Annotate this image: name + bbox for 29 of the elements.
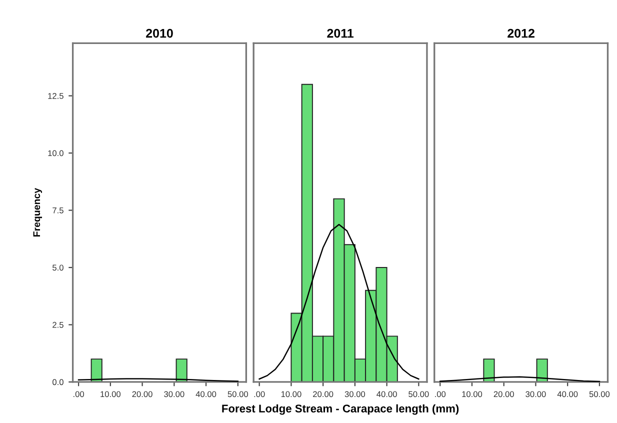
y-tick-label: 12.5 (48, 93, 64, 99)
x-tick-label: .00 (74, 391, 84, 398)
y-tick-label: 0.0 (52, 379, 64, 386)
x-tick-label: 50.00 (589, 391, 610, 398)
x-tick-label: 10.00 (281, 391, 302, 398)
x-tick-label: 30.00 (526, 391, 546, 398)
x-tick-label: 10.00 (100, 391, 121, 398)
y-axis-title: Frequency (33, 188, 42, 236)
x-tick-label: 30.00 (344, 391, 366, 398)
x-tick-label: 40.00 (196, 391, 216, 398)
x-tick-label: 20.00 (494, 391, 514, 398)
x-tick-label: 30.00 (164, 391, 184, 398)
y-tick-label: 10.0 (48, 150, 64, 156)
x-tick-label: .00 (254, 391, 265, 398)
y-tick-label: 5.0 (52, 264, 64, 271)
chart-title: 2011 (327, 28, 354, 38)
chart-title: 2012 (508, 28, 534, 38)
x-tick-label: 20.00 (313, 391, 334, 398)
x-tick-label: 40.00 (557, 391, 578, 398)
x-tick-label: 50.00 (228, 391, 248, 398)
x-tick-label: 10.00 (462, 391, 482, 398)
chart-title: 2010 (146, 28, 173, 38)
x-tick-label: 20.00 (132, 391, 152, 398)
x-axis-title: Forest Lodge Stream - Carapace length (mm) (222, 404, 459, 415)
y-tick-label: 2.5 (52, 322, 64, 328)
x-tick-label: 40.00 (376, 391, 397, 398)
y-tick-label: 7.5 (52, 208, 64, 214)
x-tick-label: 50.00 (408, 391, 429, 398)
x-tick-label: .00 (435, 391, 446, 398)
